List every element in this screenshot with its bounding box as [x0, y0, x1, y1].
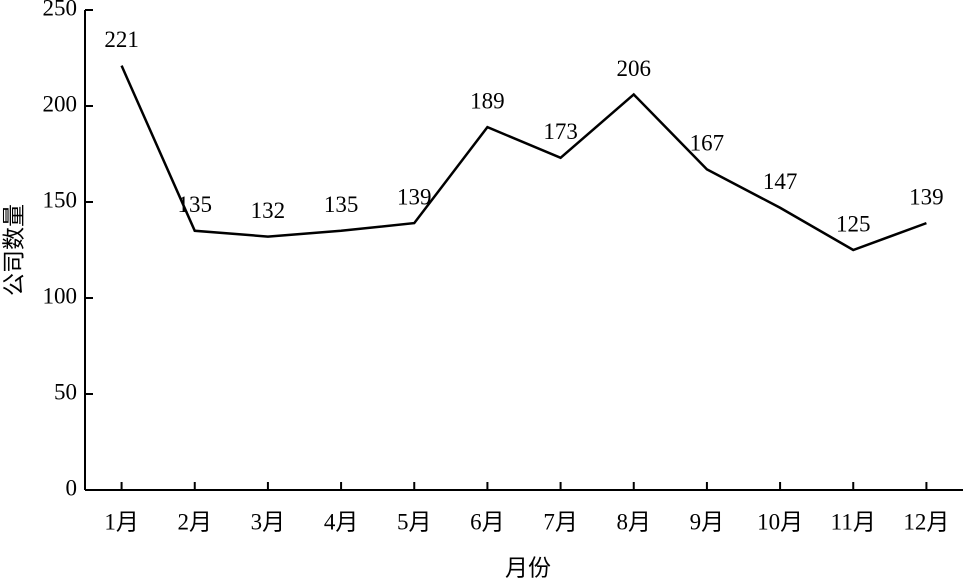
- x-tick-label: 2月: [178, 509, 213, 534]
- x-tick-label: 11月: [831, 509, 876, 534]
- data-label: 221: [104, 27, 139, 52]
- x-tick-label: 10月: [757, 509, 803, 534]
- data-label: 173: [543, 119, 578, 144]
- data-label: 147: [763, 169, 798, 194]
- data-label: 135: [324, 192, 359, 217]
- line: [120, 65, 927, 252]
- x-tick-label: 7月: [543, 509, 578, 534]
- data-label: 189: [470, 88, 505, 113]
- data-label: 135: [178, 192, 213, 217]
- data-label: 139: [909, 184, 944, 209]
- y-tick-label: 0: [66, 475, 78, 500]
- x-tick-label: 1月: [104, 509, 139, 534]
- data-label: 206: [617, 56, 652, 81]
- x-tick-label: 3月: [251, 509, 286, 534]
- y-tick-label: 50: [54, 379, 77, 404]
- y-tick-label: 250: [43, 0, 78, 20]
- y-tick-label: 200: [43, 91, 78, 116]
- x-axis-label: 月份: [505, 555, 551, 580]
- data-label: 139: [397, 184, 432, 209]
- x-tick-label: 5月: [397, 509, 432, 534]
- x-tick-label: 8月: [617, 509, 652, 534]
- x-tick-label: 6月: [470, 509, 505, 534]
- y-axis-label: 公司数量: [1, 204, 26, 296]
- data-label: 132: [251, 198, 286, 223]
- y-tick-label: 100: [43, 283, 78, 308]
- x-tick-label: 12月: [903, 509, 949, 534]
- x-tick-label: 4月: [324, 509, 359, 534]
- y-tick-label: 150: [43, 187, 78, 212]
- x-tick-label: 9月: [690, 509, 725, 534]
- data-label: 167: [690, 131, 725, 156]
- data-label: 125: [836, 211, 871, 236]
